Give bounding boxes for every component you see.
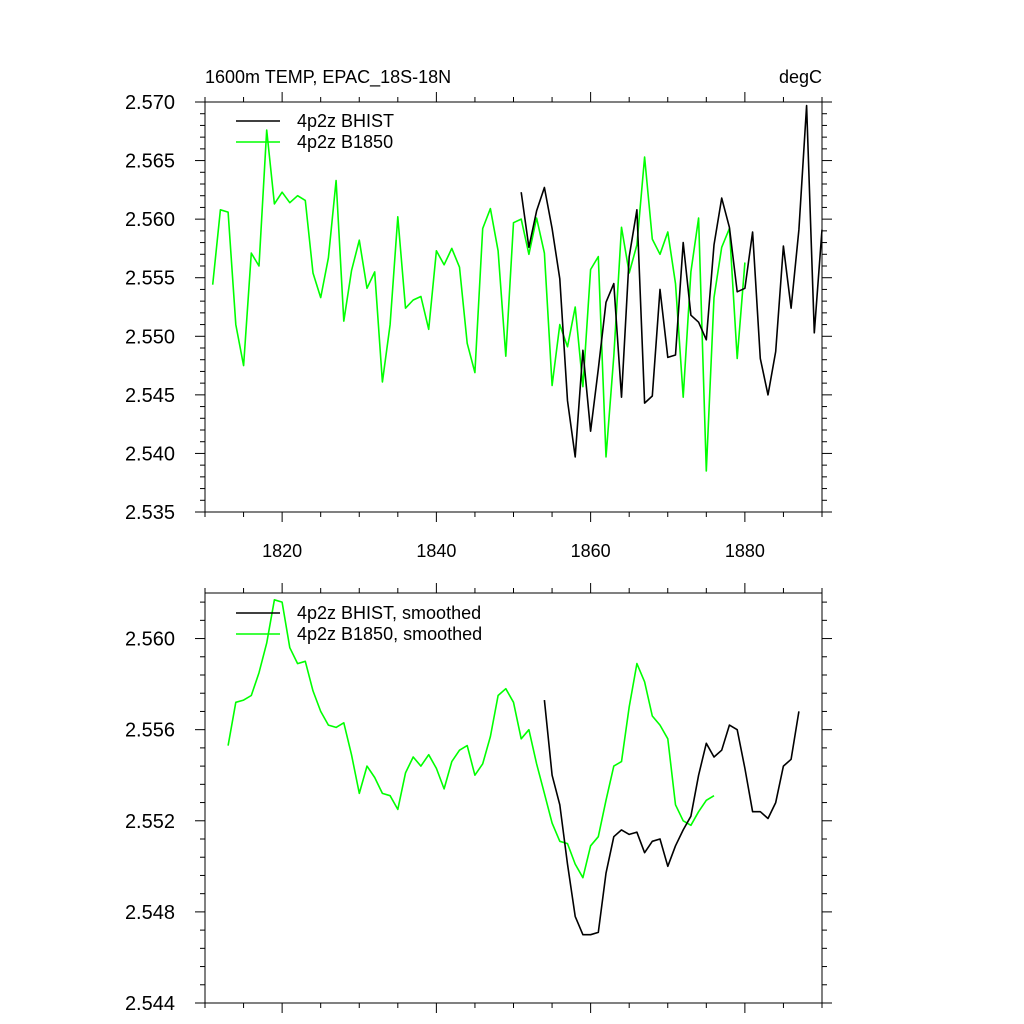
bottom-panel: 2.544 2.548 2.552 2.556 2.560 4p2z BHIST, smo…	[125, 583, 832, 1015]
plot-frame	[204, 101, 823, 513]
y-tick-label: 2.552	[125, 811, 175, 833]
plot-frame	[204, 592, 823, 1004]
y-tick-label: 2.560	[125, 209, 175, 231]
y-tick-label: 2.545	[125, 385, 175, 407]
x-tick-label: 1880	[725, 541, 765, 561]
x-tick-label: 1840	[416, 541, 456, 561]
y-tick-label: 2.555	[125, 268, 175, 290]
legend-label: 4p2z B1850, smoothed	[297, 624, 482, 644]
chart-title: 1600m TEMP, EPAC_18S-18N	[205, 67, 451, 88]
y-tick-label: 2.544	[125, 993, 175, 1015]
legend-label: 4p2z BHIST	[297, 111, 394, 131]
y-tick-label: 2.570	[125, 92, 175, 114]
y-tick-label: 2.550	[125, 326, 175, 348]
units-label: degC	[779, 67, 822, 87]
y-tick-label: 2.535	[125, 502, 175, 524]
top-panel: 1600m TEMP, EPAC_18S-18N degC 1820 1840 18…	[125, 67, 832, 561]
series-line-1	[227, 598, 715, 879]
y-tick-label: 2.560	[125, 629, 175, 651]
series-line-1	[211, 129, 746, 472]
y-tick-label: 2.565	[125, 151, 175, 173]
y-tick-label: 2.548	[125, 902, 175, 924]
y-tick-label: 2.540	[125, 443, 175, 465]
legend-label: 4p2z B1850	[297, 132, 393, 152]
y-tick-label: 2.556	[125, 720, 175, 742]
x-tick-label: 1860	[571, 541, 611, 561]
series-line-0	[520, 104, 823, 458]
x-tick-label: 1820	[262, 541, 302, 561]
legend-label: 4p2z BHIST, smoothed	[297, 603, 481, 623]
series-line-0	[543, 700, 800, 936]
